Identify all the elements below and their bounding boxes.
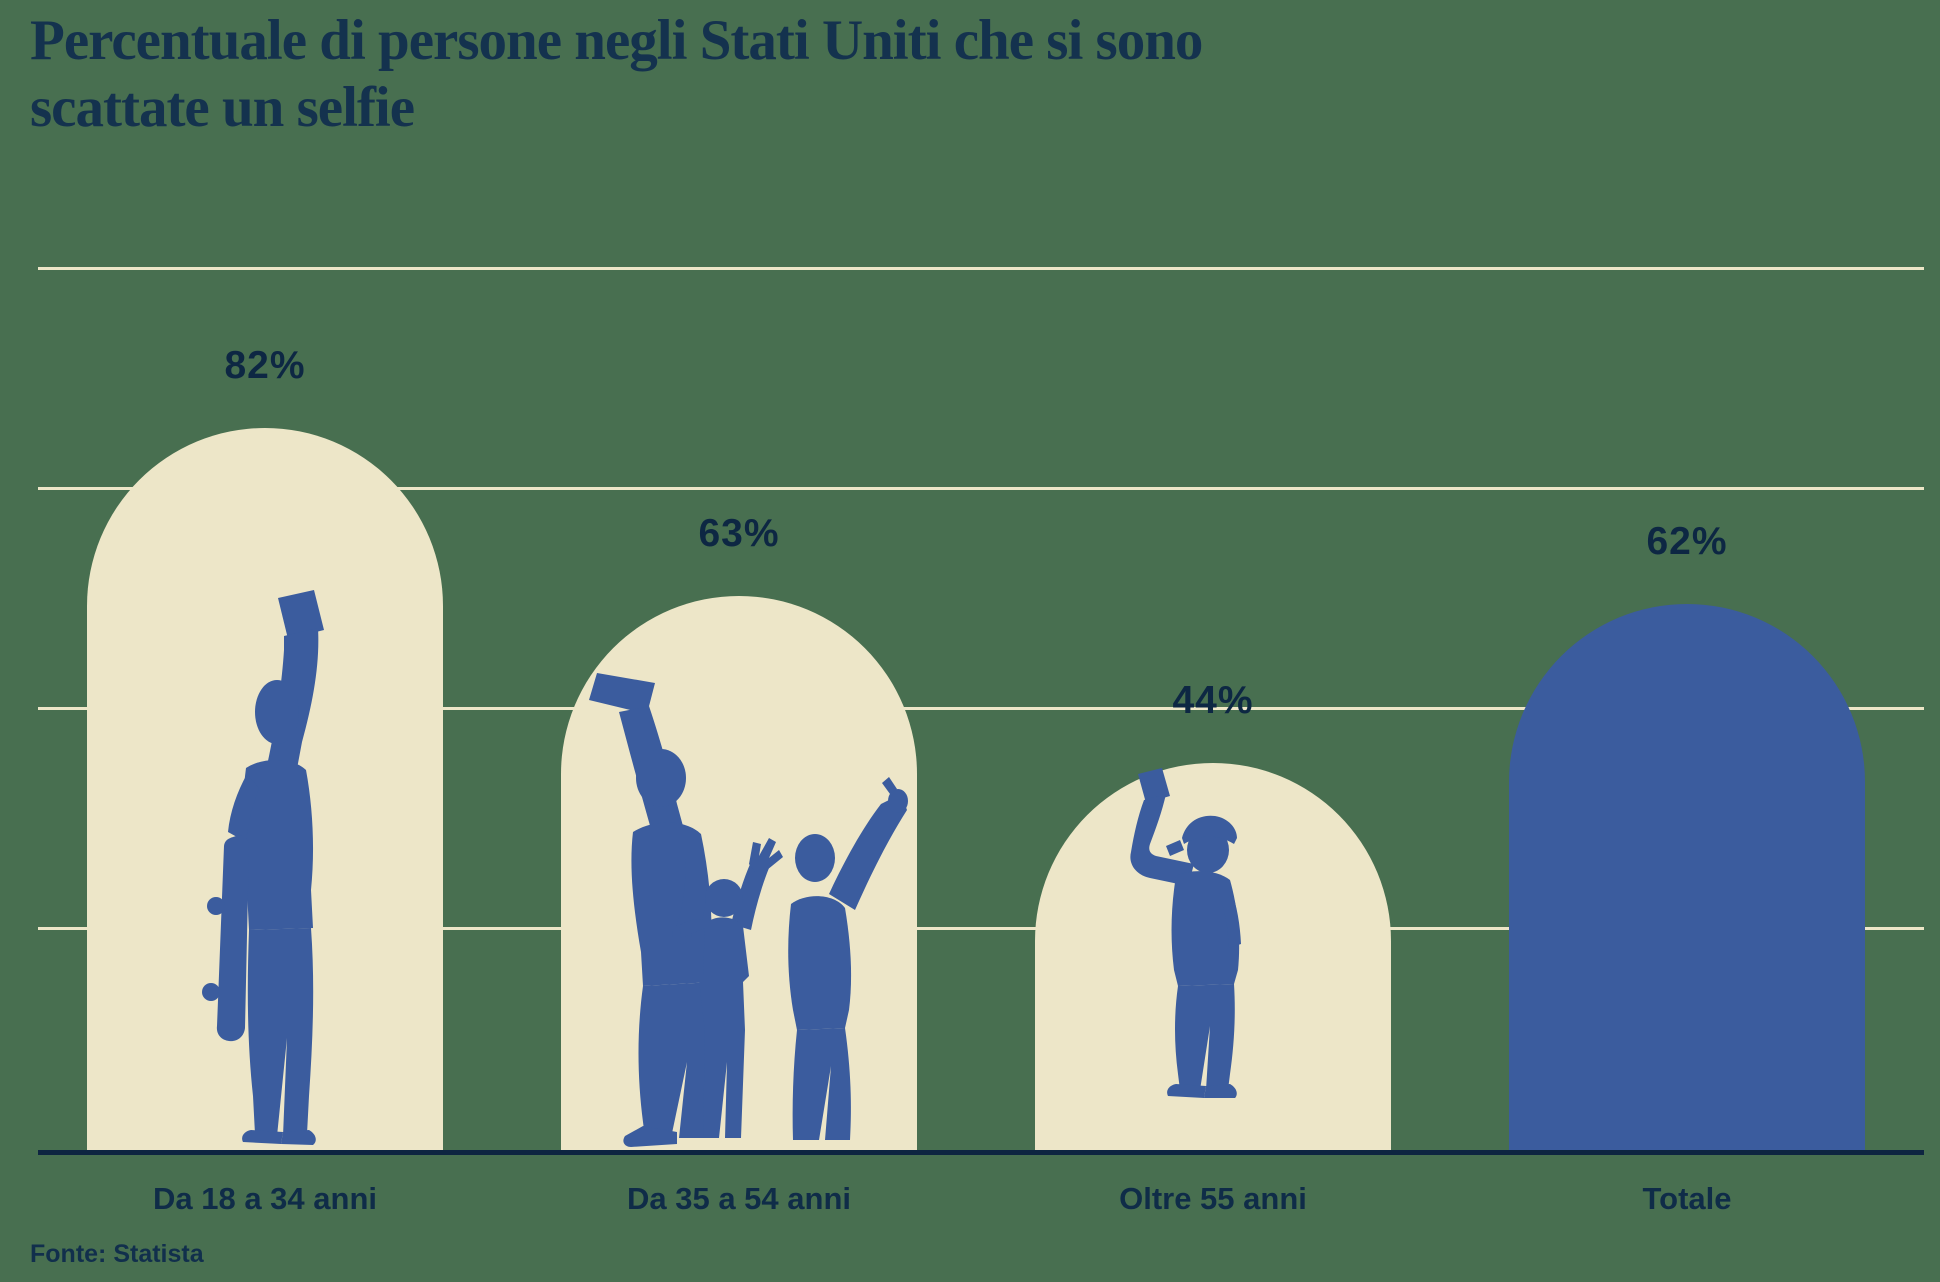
bar-da-18-a-34-anni	[87, 428, 443, 1150]
value-label-82%: 82%	[224, 344, 306, 387]
x-axis-line	[38, 1150, 1924, 1155]
gridline-25	[38, 927, 1924, 930]
value-label-63%: 63%	[698, 512, 780, 555]
bar-oltre-55-anni	[1035, 763, 1391, 1150]
source-note: Fonte: Statista	[30, 1240, 204, 1268]
bar-totale	[1509, 604, 1865, 1150]
chart-title-line2: scattate un selfie	[30, 75, 415, 139]
young-person-selfie-skateboard-icon	[202, 590, 324, 1145]
gridline-75	[38, 487, 1924, 490]
family-selfie-icon	[589, 673, 908, 1147]
older-man-selfie-icon	[1130, 768, 1241, 1098]
plot-area: 82% Da 18 a 34 anni	[38, 0, 1924, 1216]
chart-title: Percentuale di persone negli Stati Uniti…	[30, 8, 1590, 141]
category-label-da-35-a-54-anni: Da 35 a 54 anni	[626, 1181, 851, 1216]
gridline-100	[38, 267, 1924, 270]
category-label-oltre-55-anni: Oltre 55 anni	[1119, 1181, 1307, 1216]
bar-da-35-a-54-anni	[561, 596, 917, 1150]
chart-title-line1: Percentuale di persone negli Stati Uniti…	[30, 9, 1203, 72]
value-label-44%: 44%	[1172, 679, 1254, 722]
gridline-50	[38, 707, 1924, 710]
category-label-da-18-a-34-anni: Da 18 a 34 anni	[152, 1181, 377, 1216]
category-label-totale: Totale	[1642, 1181, 1732, 1216]
value-label-62%: 62%	[1646, 520, 1728, 563]
